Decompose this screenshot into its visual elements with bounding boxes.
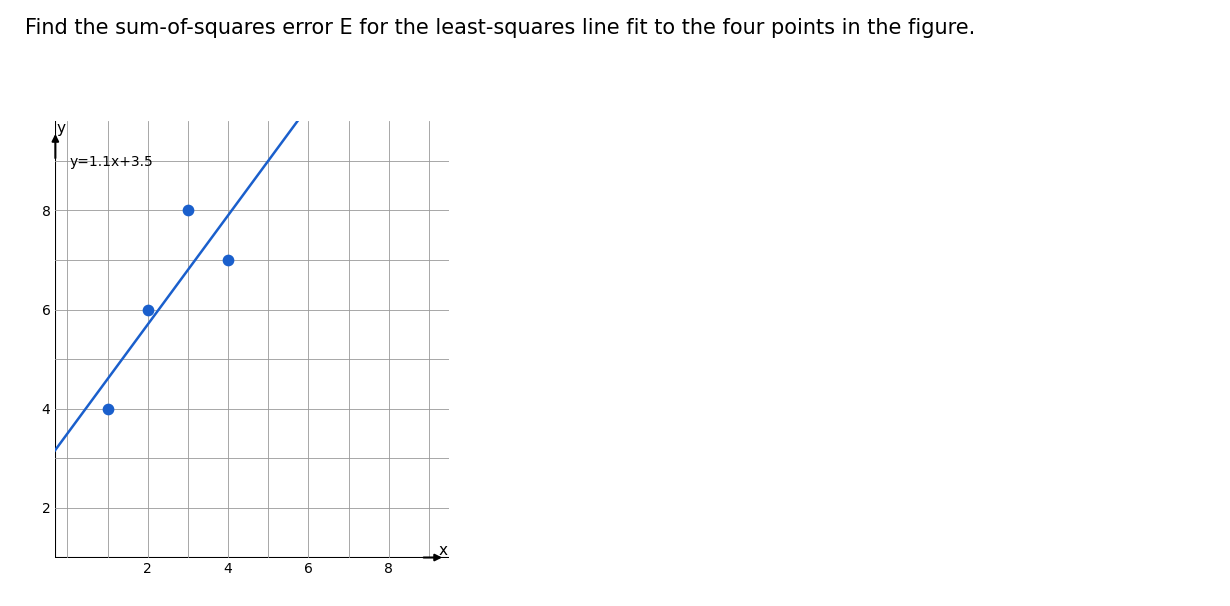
Point xyxy=(178,205,198,215)
Point xyxy=(138,305,157,315)
Point xyxy=(97,404,117,414)
Point xyxy=(218,255,237,265)
Text: Find the sum-of-squares error E for the least-squares line fit to the four point: Find the sum-of-squares error E for the … xyxy=(25,18,975,38)
Text: y=1.1x+3.5: y=1.1x+3.5 xyxy=(69,155,154,169)
Text: y: y xyxy=(57,121,66,136)
Text: x: x xyxy=(438,542,448,558)
